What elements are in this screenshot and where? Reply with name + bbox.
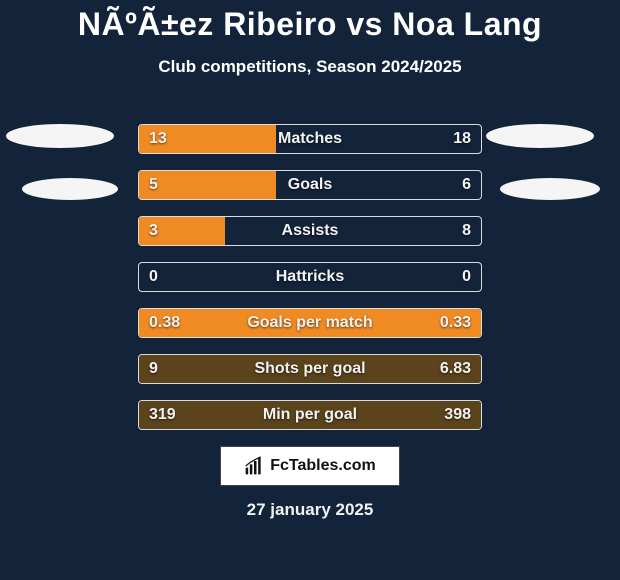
decorative-ellipse xyxy=(6,124,114,148)
stat-label: Assists xyxy=(139,217,481,245)
source-badge-text: FcTables.com xyxy=(270,457,376,475)
stat-row: 0.380.33Goals per match xyxy=(138,308,482,338)
stat-label: Matches xyxy=(139,125,481,153)
chart-icon xyxy=(244,456,264,476)
stat-row: 56Goals xyxy=(138,170,482,200)
page-title: NÃºÃ±ez Ribeiro vs Noa Lang xyxy=(0,0,620,43)
stat-label: Goals per match xyxy=(139,309,481,337)
stat-label: Goals xyxy=(139,171,481,199)
decorative-ellipse xyxy=(22,178,118,200)
stat-label: Min per goal xyxy=(139,401,481,429)
source-badge[interactable]: FcTables.com xyxy=(220,446,400,486)
stat-row: 38Assists xyxy=(138,216,482,246)
decorative-ellipse xyxy=(500,178,600,200)
stat-rows: 1318Matches 56Goals 38Assists 00Hattricks 0.… xyxy=(138,124,482,446)
stat-row: 319398Min per goal xyxy=(138,400,482,430)
subtitle: Club competitions, Season 2024/2025 xyxy=(0,57,620,77)
stat-label: Hattricks xyxy=(139,263,481,291)
decorative-ellipse xyxy=(486,124,594,148)
date-text: 27 january 2025 xyxy=(0,500,620,520)
stat-row: 96.83Shots per goal xyxy=(138,354,482,384)
stat-row: 1318Matches xyxy=(138,124,482,154)
stat-label: Shots per goal xyxy=(139,355,481,383)
comparison-card: NÃºÃ±ez Ribeiro vs Noa Lang Club competi… xyxy=(0,0,620,580)
stat-row: 00Hattricks xyxy=(138,262,482,292)
